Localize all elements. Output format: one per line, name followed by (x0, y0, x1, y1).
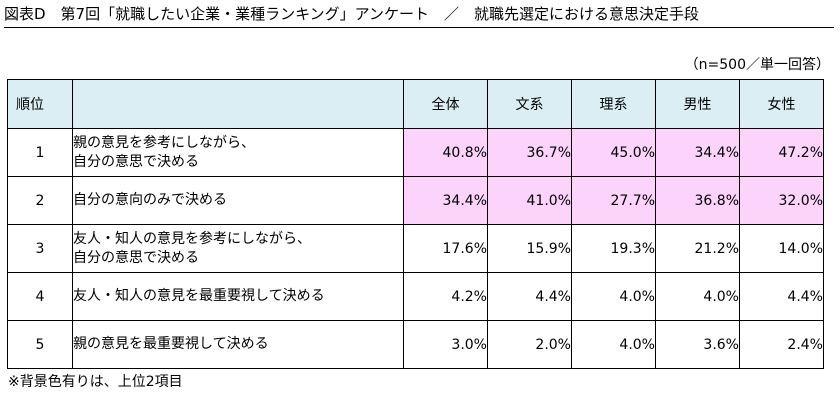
header-sciences: 理系 (571, 79, 656, 129)
value-cell-humanities: 36.7% (487, 128, 572, 177)
value-cell-humanities: 41.0% (487, 176, 572, 225)
rank-cell: 5 (7, 320, 73, 369)
value-cell-male: 36.8% (655, 176, 740, 225)
item-cell: 自分の意向のみで決める (72, 176, 404, 225)
item-label-line: 親の意見を最重要視して決める (73, 336, 269, 352)
value-cell-sciences: 4.0% (571, 272, 656, 321)
rank-cell: 4 (7, 272, 73, 321)
table-row: 5 親の意見を最重要視して決める 3.0% 2.0% 4.0% 3.6% 2.4… (7, 320, 824, 369)
table-row: 4 友人・知人の意見を最重要視して決める 4.2% 4.4% 4.0% 4.0%… (7, 272, 824, 321)
item-label-line: 友人・知人の意見を最重要視して決める (73, 288, 325, 304)
item-cell: 友人・知人の意見を参考にしながら、 自分の意思で決める (72, 224, 404, 273)
value-cell-total: 34.4% (403, 176, 488, 225)
footnote: ※背景色有りは、上位2項目 (8, 374, 183, 390)
item-label-line: 自分の意思で決める (73, 249, 199, 266)
value-cell-sciences: 27.7% (571, 176, 656, 225)
item-cell: 友人・知人の意見を最重要視して決める (72, 272, 404, 321)
value-cell-male: 4.0% (655, 272, 740, 321)
value-cell-sciences: 19.3% (571, 224, 656, 273)
sample-note: （n=500／単一回答） (684, 57, 830, 73)
value-cell-total: 40.8% (403, 128, 488, 177)
header-label (72, 79, 404, 129)
rank-cell: 2 (7, 176, 73, 225)
rank-cell: 1 (7, 128, 73, 177)
value-cell-female: 4.4% (739, 272, 824, 321)
value-cell-total: 17.6% (403, 224, 488, 273)
value-cell-male: 21.2% (655, 224, 740, 273)
table-row: 1 親の意見を参考にしながら、 自分の意思で決める 40.8% 36.7% 45… (7, 128, 824, 177)
value-cell-female: 47.2% (739, 128, 824, 177)
header-male: 男性 (655, 79, 740, 129)
header-total: 全体 (403, 79, 488, 129)
header-female: 女性 (739, 79, 824, 129)
value-cell-total: 4.2% (403, 272, 488, 321)
value-cell-sciences: 45.0% (571, 128, 656, 177)
value-cell-total: 3.0% (403, 320, 488, 369)
table-row: 3 友人・知人の意見を参考にしながら、 自分の意思で決める 17.6% 15.9… (7, 224, 824, 273)
value-cell-humanities: 2.0% (487, 320, 572, 369)
value-cell-female: 14.0% (739, 224, 824, 273)
item-cell: 親の意見を参考にしながら、 自分の意思で決める (72, 128, 404, 177)
value-cell-female: 2.4% (739, 320, 824, 369)
table-row: 2 自分の意向のみで決める 34.4% 41.0% 27.7% 36.8% 32… (7, 176, 824, 225)
value-cell-female: 32.0% (739, 176, 824, 225)
header-row: 順位 全体 文系 理系 男性 女性 (7, 79, 824, 129)
item-cell: 親の意見を最重要視して決める (72, 320, 404, 369)
item-label-line: 親の意見を参考にしながら、 (73, 134, 255, 151)
item-label-line: 自分の意思で決める (73, 153, 199, 170)
rank-cell: 3 (7, 224, 73, 273)
ranking-table: 順位 全体 文系 理系 男性 女性 1 親の意見を参考にしながら、 自分の意思で… (7, 79, 824, 369)
value-cell-sciences: 4.0% (571, 320, 656, 369)
item-label-line: 友人・知人の意見を参考にしながら、 (73, 230, 311, 247)
item-label-line: 自分の意向のみで決める (73, 192, 227, 208)
value-cell-male: 34.4% (655, 128, 740, 177)
header-rank: 順位 (7, 79, 73, 129)
value-cell-humanities: 15.9% (487, 224, 572, 273)
header-humanities: 文系 (487, 79, 572, 129)
figure-title: 図表D 第7回「就職したい企業・業種ランキング」アンケート ／ 就職先選定におけ… (4, 4, 834, 28)
value-cell-humanities: 4.4% (487, 272, 572, 321)
value-cell-male: 3.6% (655, 320, 740, 369)
